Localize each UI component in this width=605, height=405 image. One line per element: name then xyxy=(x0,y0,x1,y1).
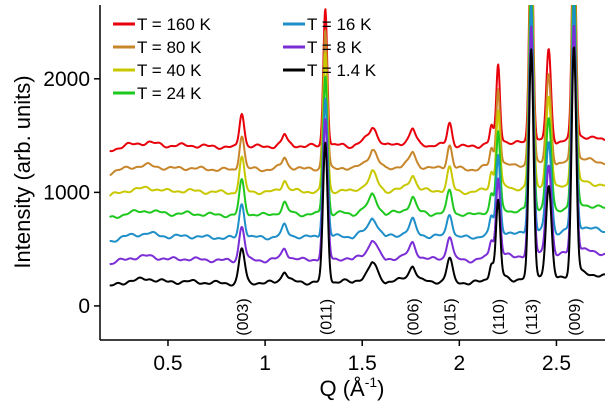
peak-label: (006) xyxy=(406,298,423,335)
x-tick-label: 2.5 xyxy=(542,352,571,375)
series-line xyxy=(109,5,605,219)
peak-label: (009) xyxy=(567,298,584,335)
x-tick-label: 2 xyxy=(453,352,465,375)
tick-layer: 0.5 1 1.5 2 2.5 0 1000 2000 xyxy=(43,68,571,375)
peak-label: (003) xyxy=(235,298,252,335)
series-layer xyxy=(109,5,605,287)
series-line xyxy=(109,5,605,177)
y-tick-label: 2000 xyxy=(43,68,90,91)
axes xyxy=(99,5,605,341)
peak-label: (110) xyxy=(491,299,508,335)
peak-label: (113) xyxy=(524,299,541,335)
y-tick-label: 0 xyxy=(78,295,90,318)
legend-label: T = 1.4 K xyxy=(307,61,377,80)
legend-label: T = 16 K xyxy=(307,15,372,34)
x-tick-label: 1 xyxy=(259,352,271,375)
legend-label: T = 80 K xyxy=(137,38,202,57)
peak-label: (015) xyxy=(443,298,460,335)
legend-label: T = 24 K xyxy=(137,84,202,103)
x-axis-title: Q (Å-1) xyxy=(319,374,384,401)
y-tick-label: 1000 xyxy=(43,181,90,204)
legend-label: T = 40 K xyxy=(137,61,202,80)
peak-label: (011) xyxy=(318,299,335,335)
legend-label: T = 160 K xyxy=(137,15,212,34)
peak-label-layer: (003) (011) (006) (015) (110) (113) (009) xyxy=(235,298,584,335)
series-line xyxy=(109,5,605,243)
series-line xyxy=(109,46,605,287)
y-axis-title: Intensity (arb. units) xyxy=(10,75,35,268)
series-line xyxy=(109,5,605,197)
legend-label: T = 8 K xyxy=(307,38,363,57)
legend: T = 160 K T = 80 K T = 40 K T = 24 K T = 16 … xyxy=(113,15,377,103)
series-line xyxy=(109,5,605,153)
x-tick-label: 0.5 xyxy=(153,352,182,375)
x-tick-label: 1.5 xyxy=(348,352,377,375)
series-line xyxy=(109,24,605,266)
